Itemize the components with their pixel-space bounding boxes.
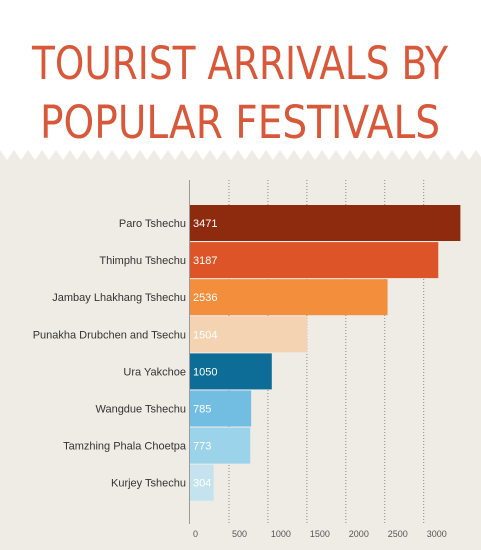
bar-value-label: 773 bbox=[193, 441, 211, 453]
x-tick-label: 1500 bbox=[310, 529, 330, 539]
bar-value-label: 2536 bbox=[193, 292, 217, 304]
bar-value-label: 3471 bbox=[193, 218, 217, 230]
category-label: Thimphu Tshechu bbox=[99, 255, 186, 267]
header-background bbox=[0, 0, 481, 150]
x-tick-label: 0 bbox=[193, 529, 198, 539]
bar-value-label: 1504 bbox=[193, 329, 217, 341]
bar bbox=[190, 279, 388, 316]
chart-title-line1: TOURIST ARRIVALS BY bbox=[31, 37, 448, 90]
x-tick-labels: 0 500 1000 1500 2000 2500 3000 bbox=[193, 529, 447, 539]
bars: 3471 3187 2536 1504 1050 785 773 304 bbox=[190, 205, 461, 501]
bar bbox=[190, 390, 252, 427]
bar-value-label: 304 bbox=[193, 478, 211, 490]
bar bbox=[190, 427, 251, 464]
category-label: Punakha Drubchen and Tsechu bbox=[33, 329, 186, 341]
chart-title-line2: POPULAR FESTIVALS bbox=[40, 96, 440, 149]
x-tick-label: 1000 bbox=[271, 529, 291, 539]
category-label: Wangdue Tshechu bbox=[95, 404, 186, 416]
category-labels: Paro Tshechu Thimphu Tshechu Jambay Lhakha… bbox=[33, 218, 187, 490]
header-zigzag-edge bbox=[0, 150, 481, 160]
bar bbox=[190, 242, 439, 279]
category-label: Ura Yakchoe bbox=[123, 366, 186, 378]
category-label: Paro Tshechu bbox=[119, 218, 186, 230]
bar bbox=[190, 353, 272, 390]
bar-value-label: 1050 bbox=[193, 366, 217, 378]
bar-value-label: 3187 bbox=[193, 255, 217, 267]
bar bbox=[190, 464, 214, 501]
x-tick-label: 3000 bbox=[427, 529, 447, 539]
category-label: Tamzhing Phala Choetpa bbox=[63, 441, 187, 453]
category-label: Kurjey Tshechu bbox=[111, 478, 186, 490]
bar bbox=[190, 316, 308, 353]
bar-value-label: 785 bbox=[193, 404, 211, 416]
x-tick-label: 500 bbox=[232, 529, 247, 539]
category-label: Jambay Lhakhang Tshechu bbox=[52, 292, 186, 304]
bar bbox=[190, 205, 461, 241]
x-tick-label: 2500 bbox=[388, 529, 408, 539]
x-tick-label: 2000 bbox=[349, 529, 369, 539]
